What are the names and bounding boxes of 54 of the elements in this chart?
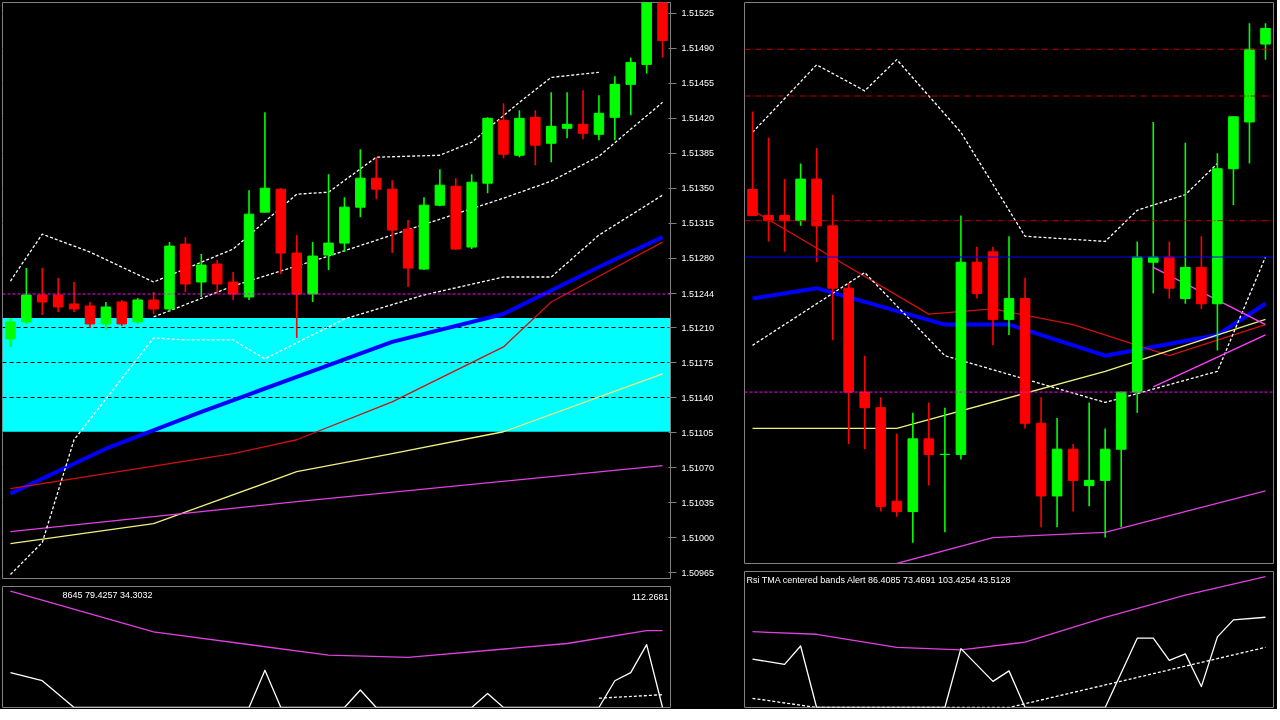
candlestick bbox=[148, 291, 159, 315]
y-tick-label: 1.51455 bbox=[681, 78, 715, 89]
line-series bbox=[152, 101, 664, 318]
y-tick-label: 1.51035 bbox=[681, 497, 715, 508]
ref-line-label: 1.51244 bbox=[681, 288, 715, 299]
y-tick-label: 1.51280 bbox=[681, 253, 715, 264]
candlestick bbox=[1260, 22, 1271, 61]
candlestick bbox=[779, 178, 790, 253]
y-tick-label: 1.51350 bbox=[681, 183, 715, 194]
candlestick bbox=[923, 401, 935, 487]
candlestick bbox=[36, 267, 48, 316]
candlestick bbox=[545, 91, 557, 164]
candlestick bbox=[370, 156, 382, 200]
y-tick-label: 1.51000 bbox=[681, 532, 715, 543]
y-tick-label: 1.51490 bbox=[681, 43, 715, 54]
candlestick bbox=[132, 297, 143, 325]
candlestick bbox=[196, 253, 207, 298]
candlestick bbox=[323, 173, 334, 271]
candlestick bbox=[5, 317, 16, 348]
candlestick bbox=[593, 94, 605, 142]
candlestick bbox=[561, 91, 573, 140]
candlestick bbox=[52, 277, 64, 313]
candlestick bbox=[100, 301, 112, 331]
y-tick-label: 1.51140 bbox=[681, 392, 714, 403]
annotation: Rsi TMA centered bands Alert 86.4085 73.4691 103.4254 43.5128 bbox=[746, 574, 1011, 585]
y-tick-label: 1.51420 bbox=[681, 113, 715, 124]
line-series bbox=[9, 194, 664, 576]
candlestick bbox=[116, 299, 128, 327]
candlestick bbox=[211, 259, 223, 295]
candlestick bbox=[763, 136, 774, 243]
candlestick bbox=[1083, 401, 1095, 508]
candlestick bbox=[1003, 235, 1015, 336]
y-tick-label: 1.51070 bbox=[681, 462, 715, 473]
annotation: 112.2681 bbox=[631, 591, 669, 602]
y-tick-label: 1.51210 bbox=[681, 322, 715, 333]
candlestick bbox=[625, 56, 637, 117]
y-tick-label: 1.51315 bbox=[681, 218, 715, 229]
candlestick bbox=[434, 168, 446, 207]
annotation: 8645 79.4257 34.3032 bbox=[62, 589, 153, 600]
y-tick-label: 1.51175 bbox=[681, 357, 714, 368]
candlestick bbox=[939, 406, 951, 534]
candlestick bbox=[259, 111, 271, 213]
line-series bbox=[9, 373, 664, 545]
candlestick bbox=[859, 354, 871, 451]
y-tick-label: 1.51525 bbox=[681, 8, 715, 19]
candlestick bbox=[891, 432, 903, 518]
candlestick bbox=[84, 301, 96, 329]
y-tick-label: 1.50965 bbox=[681, 567, 715, 578]
candlestick bbox=[68, 281, 80, 313]
line-series bbox=[9, 71, 600, 283]
y-tick-label: 1.51385 bbox=[681, 148, 715, 159]
candlestick bbox=[227, 271, 239, 301]
y-tick-label: 1.51105 bbox=[681, 427, 714, 438]
candlestick bbox=[577, 89, 589, 141]
